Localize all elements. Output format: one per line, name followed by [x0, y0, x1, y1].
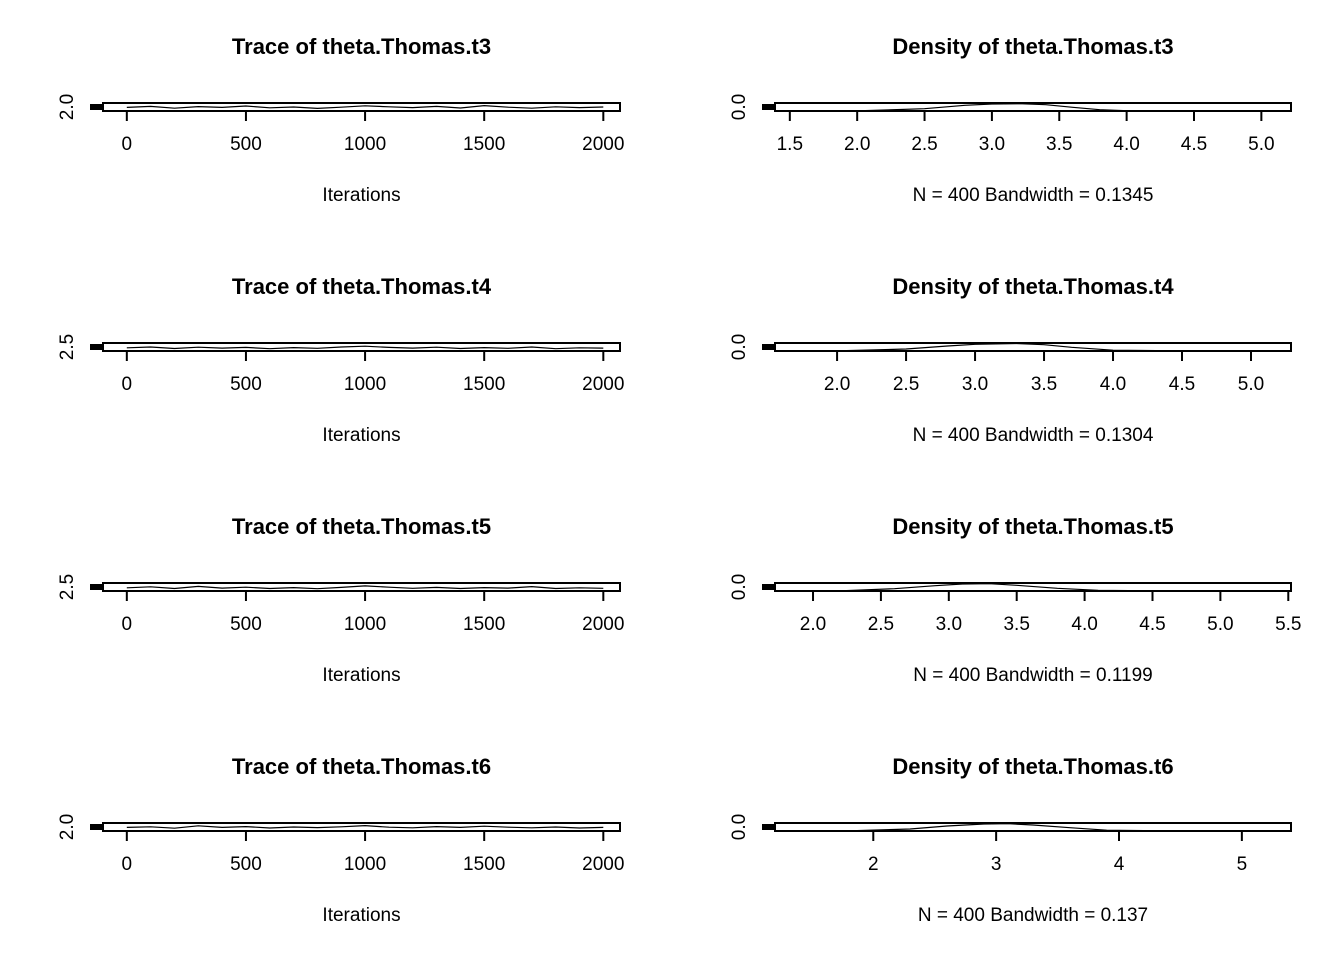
trace-line — [126, 824, 604, 829]
x-tick-label: 0 — [122, 854, 133, 875]
x-tick-label: 0 — [122, 614, 133, 635]
x-tick-label: 2000 — [582, 854, 624, 875]
panel-title: Density of theta.Thomas.t5 — [892, 514, 1173, 539]
x-tick-label: 5.5 — [1275, 614, 1301, 635]
x-tick-label: 1500 — [463, 614, 505, 635]
plot-frame — [774, 822, 1292, 832]
x-tick-label: 3.5 — [1031, 374, 1057, 395]
y-axis-tick-cluster — [762, 104, 775, 110]
x-tick-label: 2.5 — [893, 374, 919, 395]
panel-trace-1: Trace of theta.Thomas.t3 2.0 0 500 1000 1500 2… — [57, 34, 624, 206]
x-tick-label: 3.0 — [962, 374, 988, 395]
x-tick-label: 1500 — [463, 134, 505, 155]
x-tick-label: 1000 — [344, 374, 386, 395]
y-tick-label: 0.0 — [729, 94, 750, 120]
y-axis-tick-cluster — [90, 824, 103, 830]
x-tick-label: 3.5 — [1003, 614, 1029, 635]
y-tick-label: 0.0 — [729, 574, 750, 600]
y-tick-label: 0.0 — [729, 334, 750, 360]
x-tick-label: 0 — [122, 134, 133, 155]
x-tick-label: 500 — [230, 374, 262, 395]
panel-trace-5: Trace of theta.Thomas.t5 2.5 0 500 1000 1500 2… — [57, 514, 624, 686]
panel-title: Density of theta.Thomas.t4 — [892, 274, 1174, 299]
x-tick-label: 5 — [1237, 854, 1248, 875]
x-axis-label: Iterations — [322, 185, 400, 206]
x-axis-label: Iterations — [322, 425, 400, 446]
trace-line — [126, 104, 604, 110]
panel-density-6: Density of theta.Thomas.t5 0.0 2.0 2.5 3.0 3.… — [729, 514, 1301, 686]
x-axis-label: N = 400 Bandwidth = 0.137 — [918, 905, 1148, 926]
panel-title: Trace of theta.Thomas.t5 — [232, 514, 491, 539]
x-tick-label: 2.0 — [824, 374, 850, 395]
x-tick-label: 3.0 — [936, 614, 962, 635]
x-tick-label: 5.0 — [1248, 134, 1274, 155]
plot-frame — [102, 342, 621, 352]
y-axis-tick-cluster — [762, 344, 775, 350]
x-tick-label: 2.0 — [844, 134, 870, 155]
panel-title: Density of theta.Thomas.t6 — [892, 754, 1173, 779]
panel-title: Density of theta.Thomas.t3 — [892, 34, 1173, 59]
x-axis-label: N = 400 Bandwidth = 0.1199 — [913, 665, 1152, 686]
x-tick-label: 500 — [230, 614, 262, 635]
x-tick-label: 2000 — [582, 134, 624, 155]
x-axis-label: N = 400 Bandwidth = 0.1304 — [913, 425, 1154, 446]
x-tick-label: 1000 — [344, 134, 386, 155]
density-curve — [787, 823, 1279, 832]
x-tick-label: 4.5 — [1181, 134, 1207, 155]
y-axis-tick-cluster — [762, 584, 775, 590]
y-tick-label: 2.5 — [57, 574, 78, 600]
panel-trace-7: Trace of theta.Thomas.t6 2.0 0 500 1000 1500 2… — [57, 754, 624, 926]
x-axis-label: Iterations — [322, 905, 400, 926]
x-tick-label: 3.5 — [1046, 134, 1072, 155]
x-tick-label: 5.0 — [1207, 614, 1233, 635]
x-tick-label: 1000 — [344, 614, 386, 635]
trace-line — [126, 585, 604, 590]
x-tick-label: 3 — [991, 854, 1002, 875]
x-tick-label: 500 — [230, 854, 262, 875]
x-tick-label: 500 — [230, 134, 262, 155]
trace-line — [126, 345, 604, 350]
panel-title: Trace of theta.Thomas.t6 — [232, 754, 491, 779]
x-tick-label: 2.5 — [868, 614, 894, 635]
x-tick-label: 2000 — [582, 374, 624, 395]
panel-trace-3: Trace of theta.Thomas.t4 2.5 0 500 1000 1500 2… — [57, 274, 624, 446]
y-tick-label: 0.0 — [729, 814, 750, 840]
y-tick-label: 2.0 — [57, 94, 78, 120]
panel-density-8: Density of theta.Thomas.t6 0.0 2 3 4 5 N = 400… — [729, 754, 1292, 926]
x-tick-label: 0 — [122, 374, 133, 395]
y-tick-label: 2.0 — [57, 814, 78, 840]
x-tick-label: 2.5 — [911, 134, 937, 155]
x-axis-label: N = 400 Bandwidth = 0.1345 — [913, 185, 1154, 206]
panel-title: Trace of theta.Thomas.t4 — [232, 274, 492, 299]
x-tick-label: 4.5 — [1169, 374, 1195, 395]
y-axis-tick-cluster — [90, 104, 103, 110]
x-tick-label: 4.5 — [1139, 614, 1165, 635]
x-tick-label: 4.0 — [1071, 614, 1097, 635]
x-tick-label: 1500 — [463, 374, 505, 395]
panel-density-4: Density of theta.Thomas.t4 0.0 2.0 2.5 3.0 3.… — [729, 274, 1292, 446]
x-tick-label: 4.0 — [1113, 134, 1139, 155]
x-tick-label: 3.0 — [979, 134, 1005, 155]
x-tick-label: 4.0 — [1100, 374, 1126, 395]
x-tick-label: 1.5 — [777, 134, 803, 155]
density-curve — [789, 103, 1275, 112]
x-axis-label: Iterations — [322, 665, 400, 686]
x-tick-label: 1500 — [463, 854, 505, 875]
x-tick-label: 1000 — [344, 854, 386, 875]
x-tick-label: 2 — [868, 854, 879, 875]
y-axis-tick-cluster — [90, 344, 103, 350]
panel-title: Trace of theta.Thomas.t3 — [232, 34, 491, 59]
density-curve — [781, 342, 1279, 352]
density-curve — [785, 583, 1289, 592]
x-tick-label: 2000 — [582, 614, 624, 635]
y-axis-tick-cluster — [90, 584, 103, 590]
x-tick-label: 5.0 — [1238, 374, 1264, 395]
x-tick-label: 4 — [1114, 854, 1125, 875]
panel-density-2: Density of theta.Thomas.t3 0.0 1.5 2.0 2.5 3.… — [729, 34, 1292, 206]
x-tick-label: 2.0 — [800, 614, 826, 635]
y-axis-tick-cluster — [762, 824, 775, 830]
y-tick-label: 2.5 — [57, 334, 78, 360]
